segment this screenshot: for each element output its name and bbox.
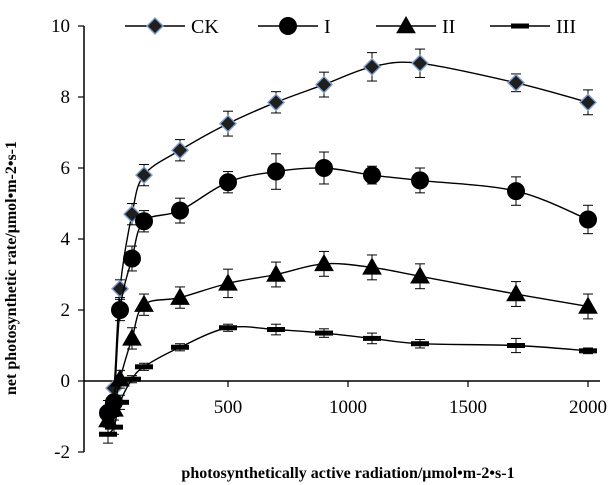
data-point bbox=[579, 348, 597, 354]
x-axis-title: photosynthetically active radiation/μmol… bbox=[181, 465, 514, 482]
data-point bbox=[411, 171, 429, 190]
data-point bbox=[362, 257, 382, 275]
data-point bbox=[171, 141, 189, 160]
data-point bbox=[267, 162, 285, 181]
data-point bbox=[579, 210, 597, 229]
data-point bbox=[411, 341, 429, 347]
data-point bbox=[111, 399, 129, 405]
data-point bbox=[507, 73, 525, 92]
data-point bbox=[105, 424, 123, 430]
data-point bbox=[219, 114, 237, 133]
data-point bbox=[219, 325, 237, 331]
data-point bbox=[111, 279, 129, 298]
series-II bbox=[98, 250, 598, 428]
data-point bbox=[267, 327, 285, 333]
data-point bbox=[315, 75, 333, 94]
x-tick-label: 1000 bbox=[329, 397, 367, 418]
data-point bbox=[507, 343, 525, 348]
data-point bbox=[363, 166, 381, 185]
data-point bbox=[267, 93, 285, 112]
data-point bbox=[315, 330, 333, 336]
x-tick-label: 2000 bbox=[569, 397, 607, 418]
data-point bbox=[266, 264, 286, 282]
legend-marker bbox=[396, 15, 416, 34]
legend-item-CK: CK bbox=[125, 16, 219, 38]
legend-marker bbox=[279, 17, 297, 35]
series-layer bbox=[98, 48, 598, 444]
legend-item-III: III bbox=[490, 16, 576, 38]
y-tick-label: 4 bbox=[61, 229, 71, 250]
y-tick-label: 0 bbox=[61, 371, 71, 392]
data-point bbox=[122, 328, 142, 346]
data-point bbox=[363, 335, 381, 341]
data-point bbox=[170, 287, 190, 305]
data-point bbox=[507, 182, 525, 201]
y-tick-label: 6 bbox=[61, 158, 71, 179]
legend: CK I II III bbox=[125, 15, 576, 38]
data-point bbox=[171, 201, 189, 220]
data-point bbox=[410, 266, 430, 284]
data-point bbox=[111, 301, 129, 319]
y-tick-label: 8 bbox=[61, 87, 71, 108]
series-III bbox=[99, 323, 597, 444]
legend-label: III bbox=[556, 16, 576, 38]
data-point bbox=[219, 173, 237, 192]
data-point bbox=[134, 294, 154, 312]
series-I bbox=[99, 151, 597, 422]
data-point bbox=[579, 93, 597, 112]
data-point bbox=[411, 54, 429, 73]
legend-label: CK bbox=[191, 16, 219, 38]
x-tick-label: 500 bbox=[214, 397, 243, 418]
axes: -2 0 2 4 6 8 10 500 1000 1500 2000 bbox=[51, 16, 607, 463]
series-CK bbox=[99, 48, 597, 419]
legend-item-II: II bbox=[376, 15, 455, 38]
x-tick-label: 1500 bbox=[449, 397, 487, 418]
legend-marker bbox=[511, 23, 529, 29]
data-point bbox=[99, 431, 117, 437]
y-tick-label: 2 bbox=[61, 300, 71, 321]
legend-label: II bbox=[442, 16, 455, 38]
legend-marker bbox=[146, 17, 164, 35]
data-point bbox=[135, 166, 153, 185]
data-point bbox=[363, 57, 381, 76]
data-point bbox=[506, 284, 526, 302]
data-point bbox=[315, 159, 333, 177]
legend-item-I: I bbox=[258, 16, 331, 38]
data-point bbox=[218, 273, 238, 291]
data-point bbox=[135, 212, 153, 231]
data-point bbox=[314, 253, 334, 272]
data-point bbox=[171, 344, 189, 350]
y-tick-label: -2 bbox=[54, 442, 70, 463]
y-axis-title: net photosynthetic rate/μmol•m-2•s-1 bbox=[3, 141, 20, 395]
data-point bbox=[123, 376, 141, 382]
data-point bbox=[135, 364, 153, 370]
series-line bbox=[107, 61, 589, 410]
y-tick-label: 10 bbox=[51, 16, 70, 37]
data-point bbox=[578, 296, 598, 314]
data-point bbox=[123, 249, 141, 268]
legend-label: I bbox=[324, 16, 331, 38]
